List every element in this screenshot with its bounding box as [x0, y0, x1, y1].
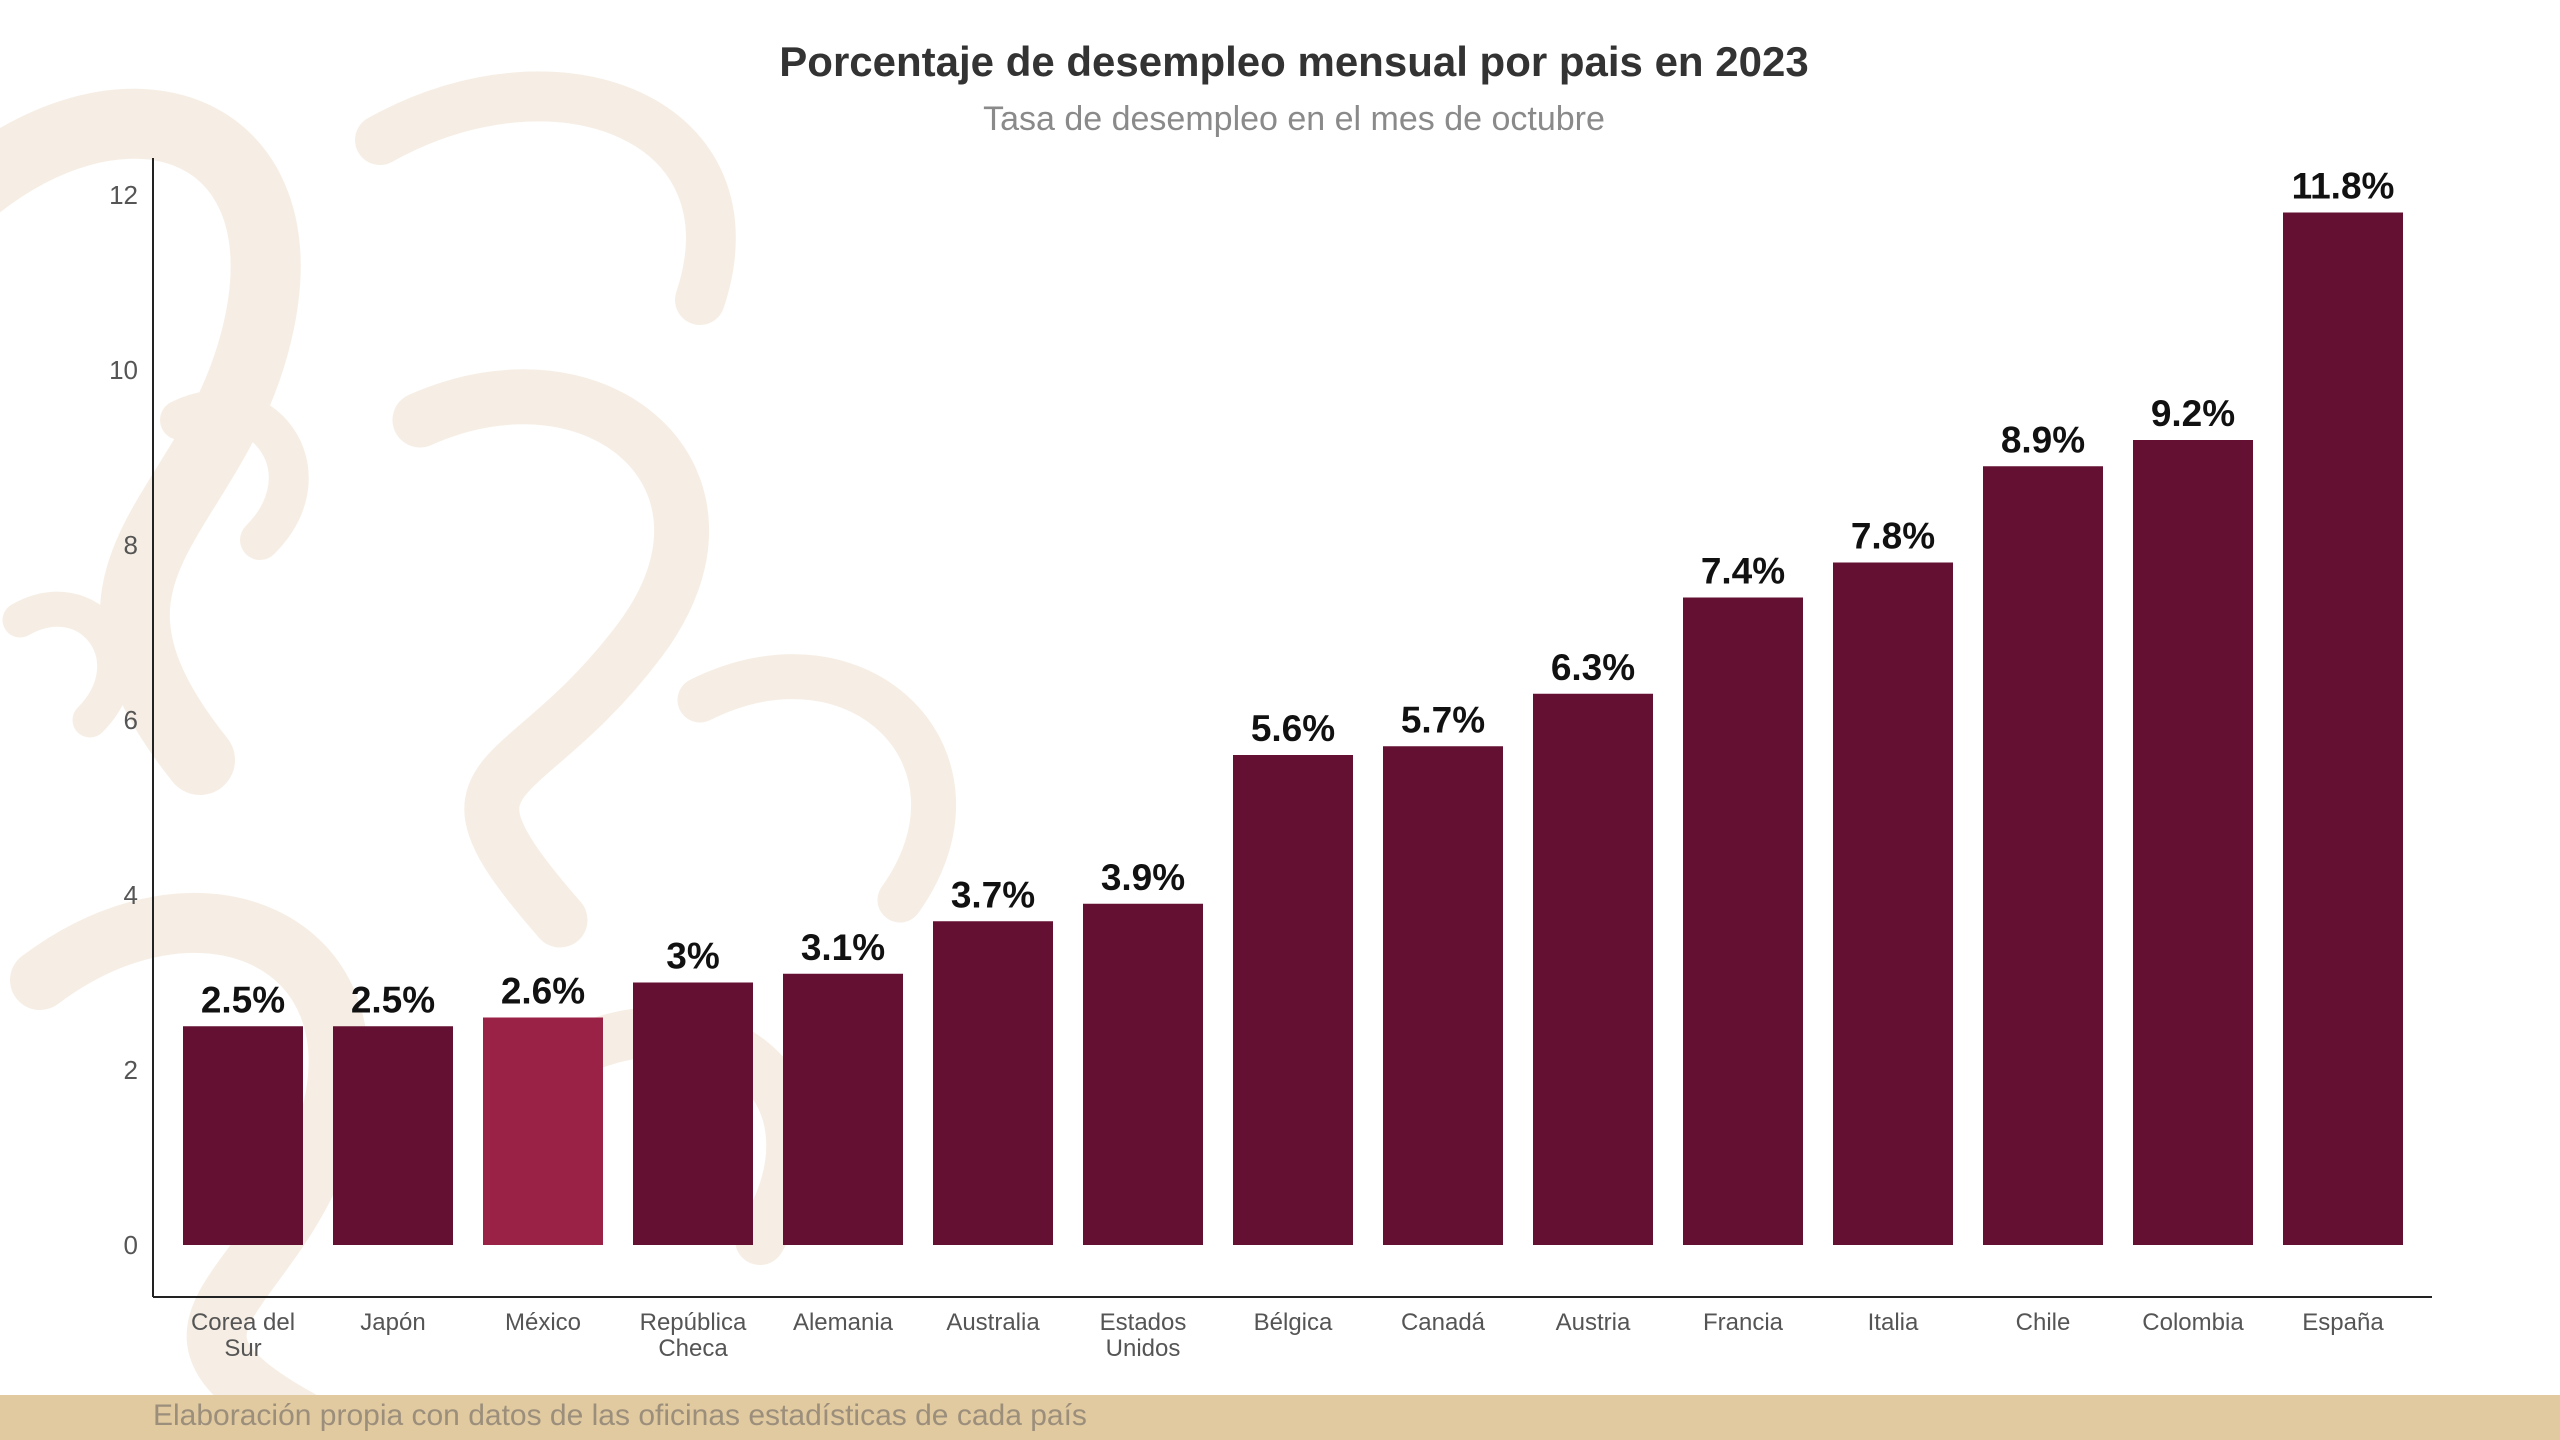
data-label: 2.6% [501, 971, 585, 1012]
data-label: 3% [666, 936, 719, 977]
y-tick-label: 8 [124, 530, 138, 560]
x-tick-label: Chile [2016, 1309, 2071, 1336]
x-tick-label: Italia [1868, 1309, 1919, 1336]
background-pattern [0, 71, 956, 1395]
bar [1533, 693, 1653, 1245]
bar [1383, 746, 1503, 1245]
data-label: 3.1% [801, 927, 885, 968]
bar [1683, 597, 1803, 1245]
x-tick-label: México [505, 1309, 581, 1336]
x-tick-label: Bélgica [1254, 1309, 1333, 1336]
bar [933, 921, 1053, 1245]
chart-title: Porcentaje de desempleo mensual por pais… [779, 38, 1809, 85]
data-label: 2.5% [201, 979, 285, 1020]
data-label: 8.9% [2001, 419, 2085, 460]
x-tick-label: Austria [1556, 1309, 1631, 1336]
x-tick-label: España [2302, 1309, 2384, 1336]
bar [183, 1026, 303, 1245]
bar [2283, 212, 2403, 1245]
x-tick-label: República Checa [640, 1309, 747, 1362]
y-tick-label: 10 [109, 355, 138, 385]
bar [783, 973, 903, 1245]
bar [2133, 440, 2253, 1245]
bar [1833, 562, 1953, 1245]
source-note: Elaboración propia con datos de las ofic… [153, 1399, 1087, 1432]
x-tick-label: Corea del Sur [191, 1309, 295, 1362]
footer-band: Elaboración propia con datos de las ofic… [0, 1395, 2560, 1440]
x-tick-label: Alemania [793, 1309, 894, 1336]
data-label: 3.9% [1101, 857, 1185, 898]
x-tick-label: Francia [1703, 1309, 1784, 1336]
x-tick-label: Colombia [2142, 1309, 2244, 1336]
bar [633, 982, 753, 1245]
chart-subtitle: Tasa de desempleo en el mes de octubre [983, 100, 1605, 138]
y-tick-label: 4 [124, 880, 138, 910]
data-label: 3.7% [951, 874, 1035, 915]
bar [1233, 755, 1353, 1245]
data-label: 7.4% [1701, 551, 1785, 592]
x-tick-label: Estados Unidos [1100, 1309, 1187, 1362]
data-label: 6.3% [1551, 647, 1635, 688]
x-tick-label: Canadá [1401, 1309, 1486, 1336]
x-tick-label: Australia [946, 1309, 1040, 1336]
y-tick-label: 0 [124, 1230, 138, 1260]
x-tick-label: Japón [360, 1309, 425, 1336]
bar [1083, 903, 1203, 1245]
y-tick-label: 12 [109, 180, 138, 210]
y-tick-label: 6 [124, 705, 138, 735]
data-label: 11.8% [2292, 166, 2395, 207]
bar [1983, 466, 2103, 1245]
y-tick-label: 2 [124, 1055, 138, 1085]
bar [483, 1017, 603, 1245]
bar [333, 1026, 453, 1245]
data-label: 9.2% [2151, 393, 2235, 434]
data-label: 2.5% [351, 979, 435, 1020]
data-label: 5.6% [1251, 708, 1335, 749]
data-label: 5.7% [1401, 699, 1485, 740]
data-label: 7.8% [1851, 516, 1935, 557]
